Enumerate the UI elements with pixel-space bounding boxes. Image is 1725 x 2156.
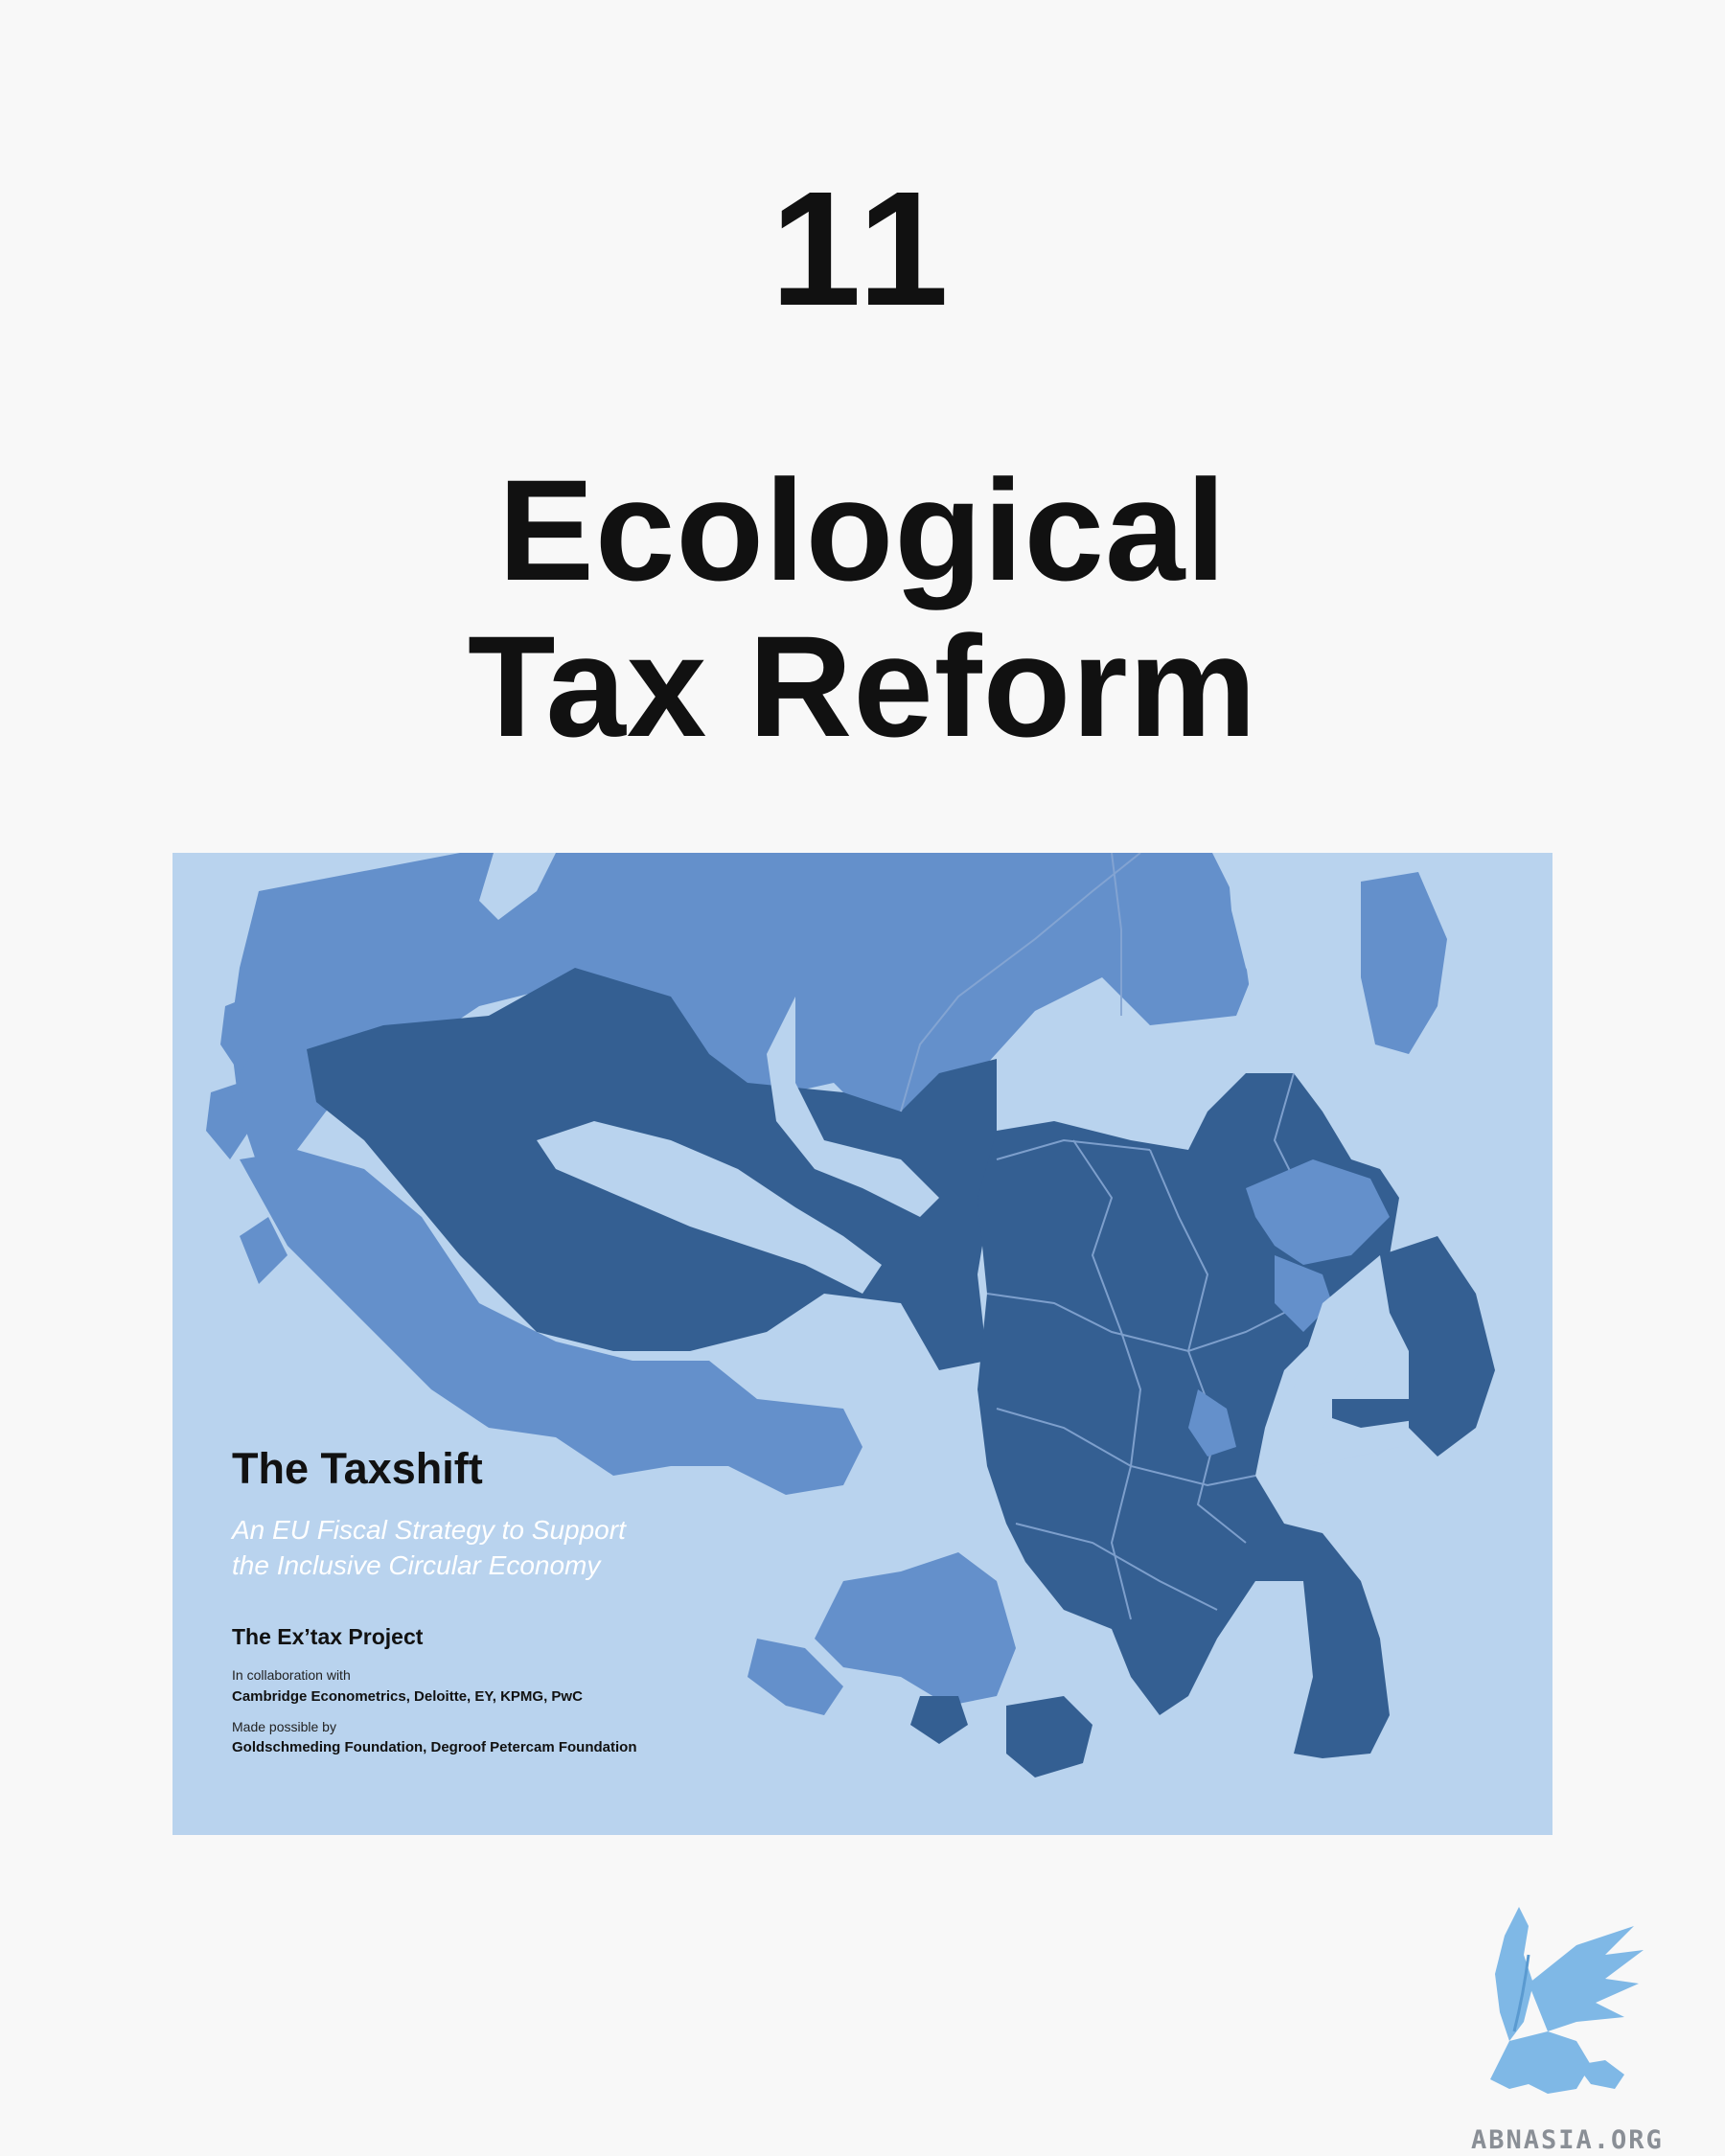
chapter-title: Ecological Tax Reform <box>0 452 1725 765</box>
book-cover-image: The Taxshift An EU Fiscal Strategy to Su… <box>172 853 1552 1835</box>
cover-made-names: Goldschmeding Foundation, Degroof Peterc… <box>232 1739 637 1755</box>
watermark-text: ABNASIA.ORG <box>1471 2125 1664 2155</box>
cover-subtitle-line-2: the Inclusive Circular Economy <box>232 1550 601 1580</box>
cover-subtitle: An EU Fiscal Strategy to Support the Inc… <box>232 1512 626 1583</box>
map-region-east-light <box>1246 1159 1390 1265</box>
griffin-logo-icon <box>1490 1907 1644 2094</box>
map-region-northeast-island <box>1361 872 1447 1054</box>
europe-map-illustration <box>206 853 1552 1835</box>
map-region-south-island-dark <box>1006 1696 1092 1778</box>
cover-project-name: The Ex’tax Project <box>232 1624 424 1649</box>
cover-collab-label: In collaboration with <box>232 1667 351 1683</box>
chapter-title-line-2: Tax Reform <box>467 606 1258 767</box>
cover-collab-names: Cambridge Econometrics, Deloitte, EY, KP… <box>232 1688 583 1705</box>
cover-made-label: Made possible by <box>232 1719 336 1734</box>
map-region-north-light <box>230 853 1255 1169</box>
chapter-number: 11 <box>770 158 954 340</box>
map-region-southwest-light <box>240 1150 862 1495</box>
map-region-south-islands-light <box>815 1552 1016 1706</box>
chapter-title-line-1: Ecological <box>497 449 1228 610</box>
cover-subtitle-line-1: An EU Fiscal Strategy to Support <box>232 1515 626 1545</box>
cover-title: The Taxshift <box>232 1444 483 1493</box>
